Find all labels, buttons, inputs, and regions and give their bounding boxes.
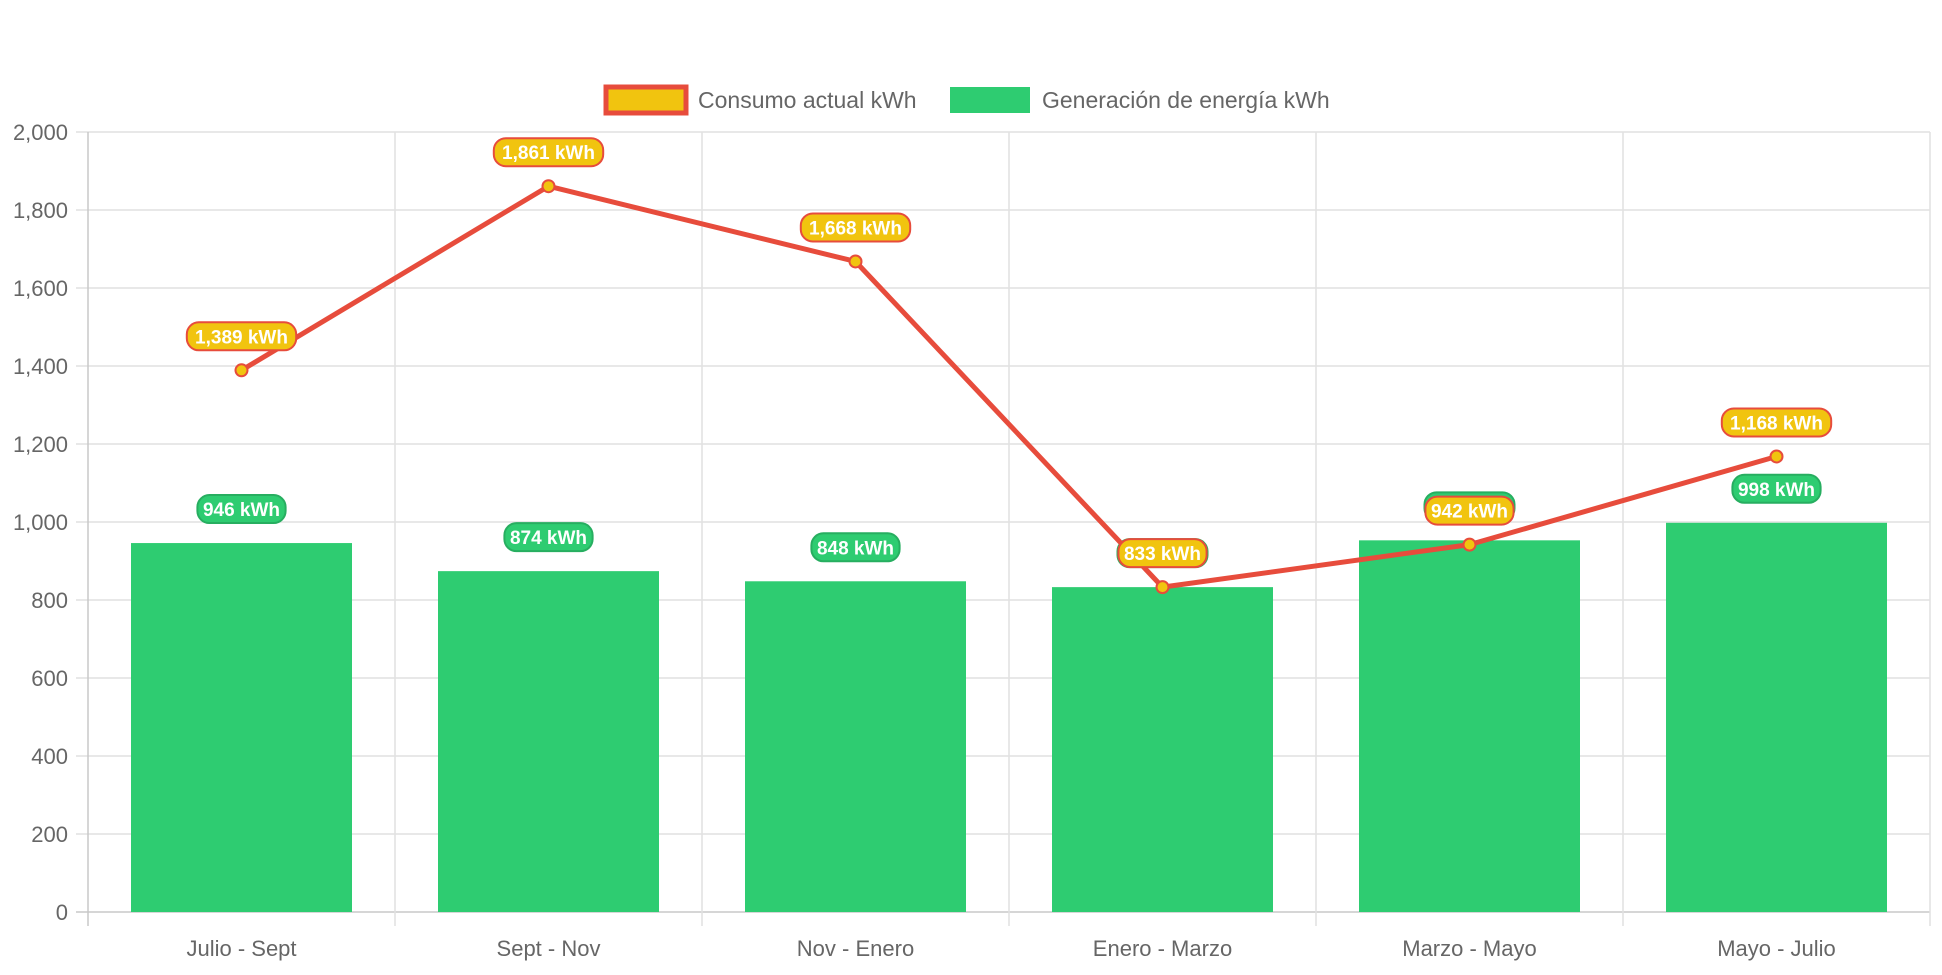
y-tick-label: 1,400 — [13, 354, 68, 379]
line-point — [234, 363, 249, 378]
data-label: 1,861 kWh — [502, 143, 595, 164]
bar — [131, 543, 352, 912]
data-label: 998 kWh — [1738, 480, 1815, 501]
data-label: 942 kWh — [1431, 502, 1508, 523]
y-tick-label: 600 — [31, 666, 68, 691]
bar — [438, 571, 659, 912]
data-label-box — [799, 212, 912, 243]
y-tick-label: 1,600 — [13, 276, 68, 301]
data-label-box — [503, 522, 594, 553]
legend-swatch-consumption — [603, 84, 689, 116]
bar — [1666, 522, 1887, 912]
y-tick-label: 0 — [56, 900, 68, 925]
data-label: 1,668 kWh — [809, 218, 902, 239]
y-tick-label: 2,000 — [13, 120, 68, 145]
legend: Consumo actual kWh Generación de energía … — [603, 84, 1330, 116]
bar-data-label: 874 kWh — [503, 522, 594, 553]
consumption-line — [239, 183, 1779, 590]
bar — [1052, 587, 1273, 912]
x-tick-label: Marzo - Mayo — [1402, 936, 1536, 961]
line-series — [234, 179, 1784, 595]
y-tick-label: 400 — [31, 744, 68, 769]
line-data-labels: 1,389 kWh 1,861 kWh 1,668 kWh 833 kWh 942 kW… — [185, 137, 1833, 569]
bar-data-label: 998 kWh — [1731, 473, 1822, 504]
legend-label-consumption: Consumo actual kWh — [698, 87, 917, 113]
bar-data-label: 946 kWh — [196, 494, 287, 525]
y-tick-label: 1,800 — [13, 198, 68, 223]
data-label: 848 kWh — [817, 538, 894, 559]
data-label-box — [1720, 407, 1833, 438]
line-data-label: 942 kWh — [1424, 495, 1515, 526]
axes: 0 200 400 600 800 1,000 1,200 1,400 1,600 1,800 2,… — [13, 120, 1836, 961]
data-label-box — [1731, 473, 1822, 504]
data-label: 1,168 kWh — [1730, 413, 1823, 434]
bar — [1359, 540, 1580, 912]
data-label-box — [810, 532, 901, 563]
line-data-label: 1,668 kWh — [799, 212, 912, 243]
line-data-label: 833 kWh — [1117, 538, 1208, 569]
line-point — [541, 179, 556, 194]
legend-swatch-generation — [950, 87, 1030, 113]
data-label: 946 kWh — [203, 500, 280, 521]
x-tick-label: Julio - Sept — [186, 936, 296, 961]
data-label: 874 kWh — [510, 528, 587, 549]
legend-label-generation: Generación de energía kWh — [1042, 87, 1330, 113]
line-point — [1155, 580, 1170, 595]
data-label: 1,389 kWh — [195, 327, 288, 348]
y-tick-label: 200 — [31, 822, 68, 847]
x-tick-label: Enero - Marzo — [1093, 936, 1232, 961]
y-tick-label: 1,000 — [13, 510, 68, 535]
data-label: 833 kWh — [1124, 544, 1201, 565]
data-label-box — [492, 137, 605, 168]
bar-series — [131, 522, 1887, 912]
data-label-box — [185, 321, 298, 352]
line-data-label: 1,861 kWh — [492, 137, 605, 168]
line-data-label: 1,389 kWh — [185, 321, 298, 352]
line-point — [848, 254, 863, 269]
line-point — [1462, 537, 1477, 552]
line-point — [1769, 449, 1784, 464]
x-tick-label: Sept - Nov — [497, 936, 601, 961]
bar-data-label: 848 kWh — [810, 532, 901, 563]
data-label-box — [1424, 495, 1515, 526]
bar — [745, 581, 966, 912]
data-label-box — [196, 494, 287, 525]
line-data-label: 1,168 kWh — [1720, 407, 1833, 438]
x-tick-label: Nov - Enero — [797, 936, 914, 961]
grid — [76, 131, 1931, 926]
y-tick-label: 800 — [31, 588, 68, 613]
data-label-box — [1117, 538, 1208, 569]
y-tick-label: 1,200 — [13, 432, 68, 457]
x-tick-label: Mayo - Julio — [1717, 936, 1836, 961]
